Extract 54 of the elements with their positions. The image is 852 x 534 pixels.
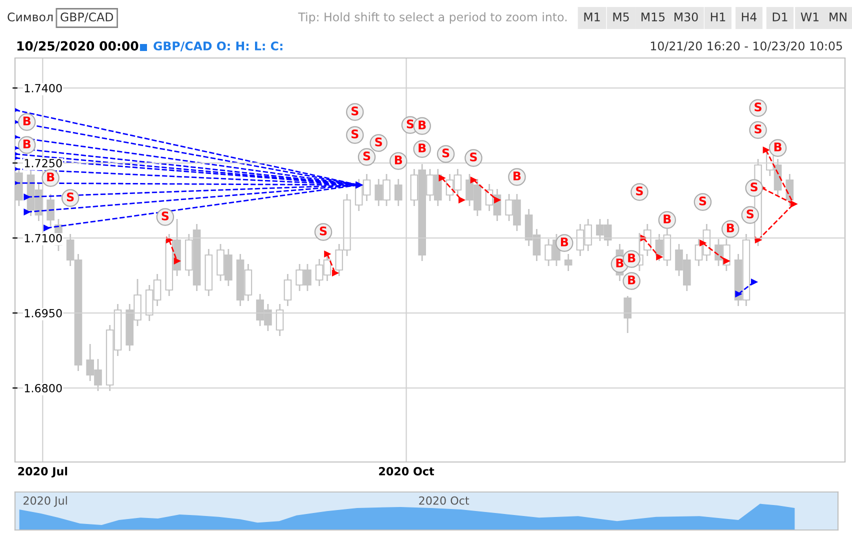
- text: M30: [674, 12, 698, 22]
- annotation: S: [363, 151, 370, 160]
- chart-title: 10/25/2020 00:00: [17, 41, 138, 52]
- annotation: S: [66, 192, 74, 202]
- annotation: S: [754, 102, 762, 112]
- annotation: S: [470, 152, 477, 162]
- text: M1: [584, 12, 600, 22]
- text: M15: [642, 12, 665, 22]
- annotation: B: [726, 224, 734, 232]
- annotation: B: [774, 142, 782, 152]
- annotation: B: [628, 276, 636, 284]
- annotation: S: [699, 196, 706, 206]
- annotation: B: [23, 140, 31, 148]
- text: M5: [613, 12, 629, 22]
- text: D1: [772, 12, 788, 22]
- annotation: B: [560, 238, 568, 246]
- text: MN: [830, 12, 846, 22]
- annotation: S: [754, 124, 762, 134]
- text: H1: [710, 12, 726, 22]
- text: GBP/CAD O: H: L: C:: [154, 41, 282, 52]
- annotation: S: [750, 182, 758, 192]
- y-tick-label: 1.7250: [24, 158, 62, 168]
- annotation: S: [320, 226, 327, 236]
- text: 10/21/20 16:20 - 10/23/20 10:05: [650, 41, 842, 52]
- text: W1: [800, 12, 818, 22]
- y-tick-label: 1.7100: [24, 234, 62, 242]
- annotation: B: [628, 254, 636, 262]
- y-tick-label: 1.6800: [24, 384, 62, 392]
- x-tick-label: 2020 Jul: [24, 496, 67, 507]
- annotation: B: [418, 144, 426, 152]
- text: Tip: Hold shift to select a period to zoom into.: [298, 12, 567, 24]
- annotation: B: [47, 172, 54, 182]
- annotation: S: [375, 137, 382, 146]
- annotation: S: [352, 106, 358, 116]
- text: GBP/CAD: [60, 12, 114, 22]
- annotation: S: [636, 186, 643, 196]
- annotation: B: [23, 116, 31, 126]
- annotation: S: [442, 148, 450, 158]
- annotation: S: [352, 129, 358, 138]
- y-tick-label: 1.6950: [24, 308, 62, 318]
- text: H4: [742, 12, 757, 22]
- x-tick-label: 2020 Oct: [379, 467, 434, 476]
- annotation: B: [616, 258, 624, 268]
- annotation: B: [514, 172, 521, 180]
- annotation: B: [664, 214, 671, 224]
- annotation: S: [746, 209, 754, 218]
- annotation: S: [406, 119, 414, 128]
- annotation: S: [162, 211, 169, 220]
- annotation: B: [394, 156, 402, 164]
- annotation: B: [418, 120, 426, 130]
- x-tick-label: 2020 Jul: [18, 466, 68, 478]
- x-tick-label: 2020 Oct: [419, 496, 470, 505]
- y-tick-label: 1.7400: [24, 84, 62, 92]
- text: Символ: [8, 12, 53, 22]
